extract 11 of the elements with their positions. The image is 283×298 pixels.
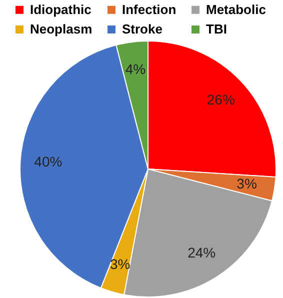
legend-label: Infection (122, 2, 176, 17)
data-label: 26% (206, 92, 235, 108)
data-label: 3% (236, 176, 257, 192)
legend-label: Stroke (122, 22, 162, 36)
legend-label: TBI (206, 22, 227, 36)
legend-label: Idiopathic (30, 2, 92, 17)
data-label: 40% (34, 154, 62, 170)
data-label: 24% (188, 244, 216, 260)
legend-label: Neoplasm (30, 22, 92, 36)
legend-label: Metabolic (206, 2, 266, 17)
data-label: 4% (125, 60, 146, 77)
